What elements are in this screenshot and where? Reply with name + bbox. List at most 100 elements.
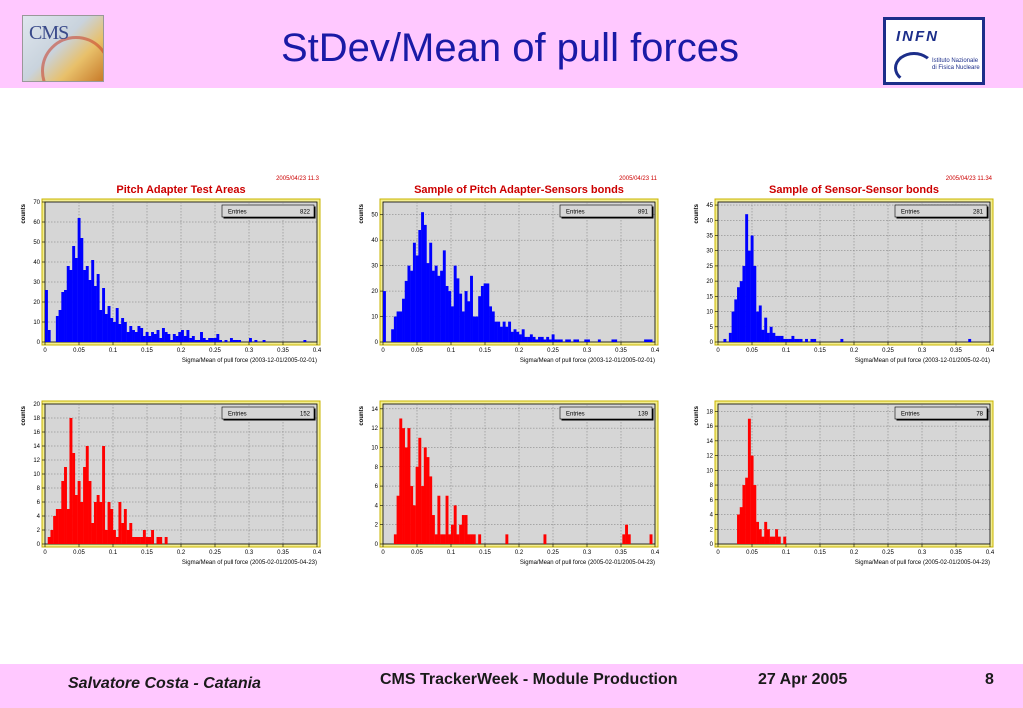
y-tick-label: 2 <box>37 528 41 534</box>
infn-logo: INFN Istituto Nazionale di Fisica Nuclea… <box>883 17 985 85</box>
histogram-bar <box>115 308 119 342</box>
histogram-bar <box>391 329 395 342</box>
histogram-bar <box>151 530 154 544</box>
histogram-bar <box>747 250 751 342</box>
cms-logo: CMS <box>22 15 104 82</box>
y-tick-label: 40 <box>371 238 378 244</box>
histogram-bar <box>745 214 749 342</box>
histogram-bar <box>742 485 746 544</box>
histogram-bar <box>164 537 168 544</box>
y-tick-label: 10 <box>706 310 713 316</box>
histogram-bar <box>175 336 179 342</box>
histogram-bar <box>178 332 182 342</box>
x-tick-label: 0.3 <box>245 348 254 354</box>
histogram-bar <box>434 534 438 544</box>
x-tick-label: 0.05 <box>411 550 423 556</box>
chart-svg: Sample of Sensor-Sensor bonds 2005/04/23 … <box>694 176 995 364</box>
histogram-bar <box>66 509 70 544</box>
histogram-bar <box>77 481 81 544</box>
histogram-bar <box>134 332 138 342</box>
histogram-bar <box>69 418 73 544</box>
y-tick-label: 20 <box>33 402 40 408</box>
y-axis-label: counts <box>694 203 700 223</box>
chart-svg: 0 2 4 6 8 10 12 14 16 18 0 0.05 0.1 0.15 0.2 0.25 0.3 0.3… <box>694 400 995 566</box>
histogram-bar <box>467 534 471 544</box>
stats-label: Entries <box>901 412 920 418</box>
histogram-bar <box>393 316 397 342</box>
histogram-bar <box>483 283 487 342</box>
histogram-bar <box>164 332 168 342</box>
histogram-bar <box>126 530 130 544</box>
histogram-bar <box>104 530 108 544</box>
histogram-bar <box>126 332 130 342</box>
histogram-bar <box>587 339 590 342</box>
histogram-bar <box>183 336 187 342</box>
histogram-bar <box>794 338 798 342</box>
x-tick-label: 0.05 <box>746 348 758 354</box>
y-tick-label: 20 <box>33 300 40 306</box>
histogram-bar <box>429 476 433 544</box>
stats-box <box>894 204 988 218</box>
y-tick-label: 2 <box>710 527 714 533</box>
histogram-bar <box>55 509 59 544</box>
slide-header: CMS StDev/Mean of pull forces INFN Istit… <box>0 0 1023 88</box>
histogram-bar <box>45 290 48 342</box>
histogram-bar <box>99 502 103 544</box>
x-tick-label: 0.3 <box>918 348 927 354</box>
x-tick-label: 0.25 <box>209 348 221 354</box>
y-tick-label: 50 <box>371 213 378 219</box>
histogram-bar <box>445 286 449 342</box>
histogram-bar <box>396 311 400 342</box>
x-tick-label: 0 <box>716 348 720 354</box>
histogram-bar <box>540 336 544 342</box>
histogram-bar <box>83 467 86 544</box>
histogram-bar <box>161 328 165 342</box>
x-tick-label: 0.25 <box>882 550 894 556</box>
histogram-bar <box>532 336 536 342</box>
x-tick-label: 0.35 <box>950 348 962 354</box>
histogram-bar <box>47 330 51 342</box>
histogram-bar <box>262 340 266 342</box>
histogram-bar <box>121 318 125 342</box>
histogram-bar <box>121 523 125 544</box>
histogram-bar <box>399 311 403 342</box>
histogram-bar <box>584 339 588 342</box>
chart-svg: Pitch Adapter Test Areas 2005/04/23 11.3 0… <box>21 176 322 364</box>
histogram-bar <box>47 537 51 544</box>
stats-label: Entries <box>566 412 585 418</box>
x-tick-label: 0 <box>43 348 47 354</box>
x-tick-label: 0.05 <box>746 550 758 556</box>
histogram-bar <box>786 338 789 342</box>
histogram-bar <box>205 340 209 342</box>
histogram-bar <box>194 340 198 342</box>
stats-box <box>559 204 653 218</box>
histogram-bar <box>96 274 100 342</box>
histogram-bar <box>548 339 552 342</box>
y-tick-label: 20 <box>706 279 713 285</box>
footer-event: CMS TrackerWeek - Module Production <box>380 671 678 688</box>
y-tick-label: 8 <box>375 465 379 471</box>
histogram-bar <box>546 336 550 342</box>
x-tick-label: 0.05 <box>73 348 85 354</box>
histogram-bar <box>142 530 146 544</box>
histogram-bar <box>99 310 103 342</box>
x-tick-label: 0.4 <box>651 348 660 354</box>
footer-page-number: 8 <box>985 671 994 688</box>
y-tick-label: 0 <box>375 542 379 548</box>
histogram-bar <box>728 332 732 342</box>
histogram-bar <box>426 263 430 342</box>
histogram-bar <box>396 495 400 544</box>
histogram-bar <box>840 338 844 342</box>
y-tick-label: 4 <box>37 514 41 520</box>
histogram-bar <box>303 340 307 342</box>
histogram-bar <box>140 328 144 342</box>
x-tick-label: 0.4 <box>313 550 322 556</box>
histogram-bar <box>170 340 174 342</box>
x-tick-label: 0.1 <box>782 550 791 556</box>
histogram-bar <box>499 326 503 342</box>
histogram-bar <box>451 306 454 342</box>
y-tick-label: 8 <box>710 483 714 489</box>
histogram-bar <box>554 339 558 342</box>
histogram-bar <box>502 321 506 342</box>
stats-label: Entries <box>228 210 247 216</box>
